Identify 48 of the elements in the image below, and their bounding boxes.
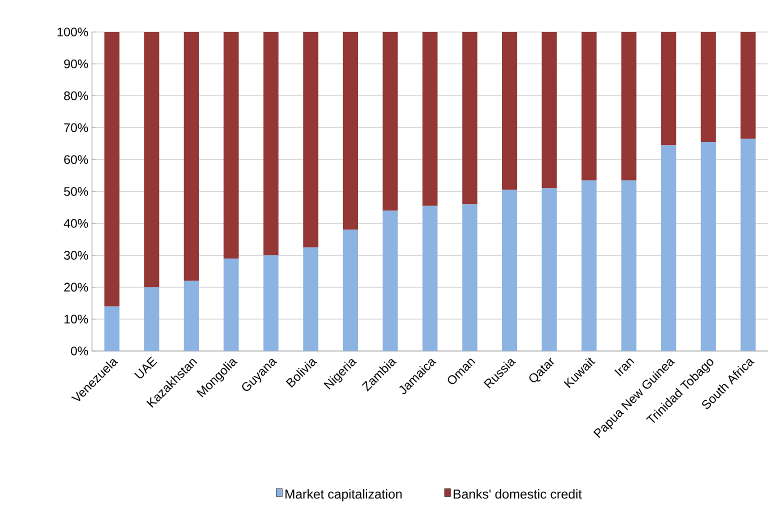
- bar: [104, 32, 120, 306]
- y-tick-label: 100%: [58, 28, 88, 36]
- bar: [621, 180, 636, 351]
- y-tick-label: 90%: [64, 59, 88, 68]
- y-tick-label: 30%: [64, 250, 88, 260]
- bar: [582, 32, 597, 180]
- bar: [224, 258, 239, 351]
- bar: [303, 247, 318, 351]
- bar: [661, 32, 676, 146]
- bar: [144, 287, 160, 351]
- y-tick-label: 10%: [64, 314, 88, 324]
- bar: [422, 206, 438, 351]
- bar: [502, 190, 518, 351]
- y-tick-label: 70%: [64, 123, 88, 132]
- legend-label: Banks' domestic credit: [454, 489, 582, 499]
- y-tick-label: 80%: [64, 91, 88, 100]
- bar: [342, 230, 358, 351]
- bar: [263, 255, 278, 351]
- bar: [502, 32, 518, 190]
- bar: [462, 32, 478, 204]
- bar: [542, 32, 557, 188]
- bar: [621, 32, 636, 180]
- y-tick-label: 60%: [64, 155, 88, 164]
- y-tick-label: 20%: [64, 282, 88, 292]
- bar: [104, 306, 120, 351]
- bar: [700, 32, 716, 142]
- legend-label: Market capitalization: [286, 489, 402, 502]
- bar: [740, 32, 756, 139]
- bar: [224, 32, 239, 258]
- y-tick-label: 0%: [70, 346, 88, 356]
- bar: [303, 32, 318, 248]
- bar: [144, 32, 160, 288]
- bar: [342, 32, 358, 230]
- bar: [542, 188, 557, 351]
- bar: [382, 210, 398, 351]
- bar: [661, 145, 676, 351]
- bar: [184, 280, 199, 351]
- x-tick-label: Iran: [614, 358, 634, 376]
- bar: [462, 204, 478, 351]
- bar: [740, 138, 756, 351]
- bar: [184, 32, 199, 281]
- bar: [382, 32, 398, 211]
- bar: [582, 180, 597, 351]
- bar: [700, 142, 716, 351]
- bar: [263, 32, 278, 256]
- bar: [422, 32, 438, 206]
- y-tick-label: 50%: [64, 187, 88, 196]
- y-tick-label: 40%: [64, 219, 88, 228]
